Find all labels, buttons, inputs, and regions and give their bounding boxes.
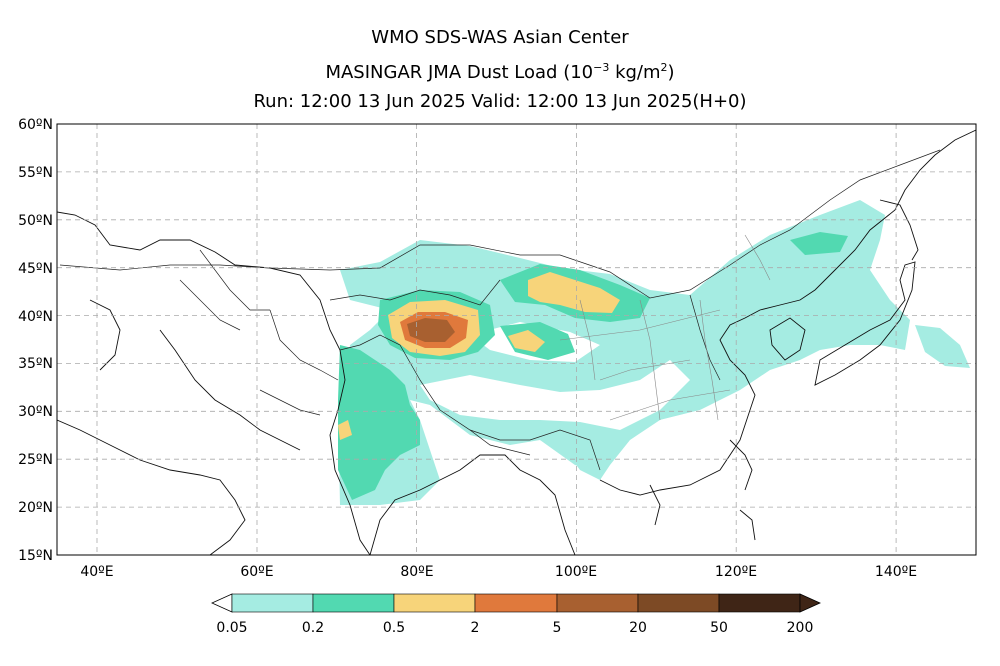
colorbar-segment: [231, 593, 314, 613]
lon-label: 80ºE: [400, 564, 433, 580]
dust-region-light-east: [915, 325, 970, 368]
map-grid: [57, 124, 976, 555]
colorbar-segment: [718, 593, 801, 613]
colorbar: 0.05 0.2 0.5 2 5 20 50 200: [211, 593, 821, 636]
dust-region-high-gobi: [528, 272, 620, 313]
lat-label: 15ºN: [18, 548, 53, 564]
south-china-gap: [660, 395, 760, 470]
lat-label: 50ºN: [18, 213, 53, 229]
country-borders: [59, 149, 941, 471]
title-line-2: MASINGAR JMA Dust Load (10−3 kg/m2): [325, 61, 675, 83]
colorbar-segment: [312, 593, 395, 613]
colorbar-label: 0.2: [302, 620, 324, 636]
lon-label: 40ºE: [80, 564, 113, 580]
colorbar-segment: [637, 593, 720, 613]
lon-label: 120ºE: [715, 564, 757, 580]
colorbar-label: 200: [787, 620, 814, 636]
colorbar-label: 2: [471, 620, 480, 636]
lat-label: 25ºN: [18, 452, 53, 468]
province-borders: [559, 234, 771, 421]
lat-label: 30ºN: [18, 404, 53, 420]
colorbar-label: 0.05: [216, 620, 247, 636]
lat-axis: 60ºN 55ºN 50ºN 45ºN 40ºN 35ºN 30ºN 25ºN …: [18, 117, 53, 564]
lon-label: 140ºE: [875, 564, 917, 580]
coastlines: [57, 129, 976, 555]
colorbar-arrow-high: [799, 593, 821, 613]
lat-label: 35ºN: [18, 356, 53, 372]
colorbar-segment: [556, 593, 639, 613]
lon-label: 100ºE: [555, 564, 597, 580]
lat-label: 40ºN: [18, 309, 53, 325]
colorbar-label: 0.5: [383, 620, 405, 636]
colorbar-label: 20: [629, 620, 647, 636]
lat-label: 20ºN: [18, 500, 53, 516]
title-line-3-run-valid: Run: 12:00 13 Jun 2025 Valid: 12:00 13 J…: [253, 91, 747, 112]
dust-region-medium-arabian: [338, 345, 420, 500]
lon-label: 60ºE: [240, 564, 273, 580]
dust-shading: [338, 200, 970, 505]
lat-label: 60ºN: [18, 117, 53, 133]
lat-label: 55ºN: [18, 165, 53, 181]
colorbar-segment: [393, 593, 476, 613]
map-frame: [56, 123, 977, 556]
colorbar-arrow-low: [211, 593, 233, 613]
dust-region-light-tail: [540, 425, 605, 470]
dust-region-peak-inner: [407, 318, 455, 342]
dust-region-light-main: [338, 200, 910, 505]
colorbar-label: 50: [710, 620, 728, 636]
dust-region-high-qaidam: [508, 330, 545, 352]
colorbar-segment: [474, 593, 558, 613]
title-line-1: WMO SDS-WAS Asian Center: [371, 27, 629, 48]
lat-label: 45ºN: [18, 261, 53, 277]
lon-axis: 40ºE 60ºE 80ºE 100ºE 120ºE 140ºE: [80, 564, 917, 580]
colorbar-label: 5: [553, 620, 562, 636]
dust-region-high-west: [338, 420, 352, 440]
dust-region-medium-ne: [790, 232, 848, 255]
tibet-gap: [420, 360, 690, 430]
